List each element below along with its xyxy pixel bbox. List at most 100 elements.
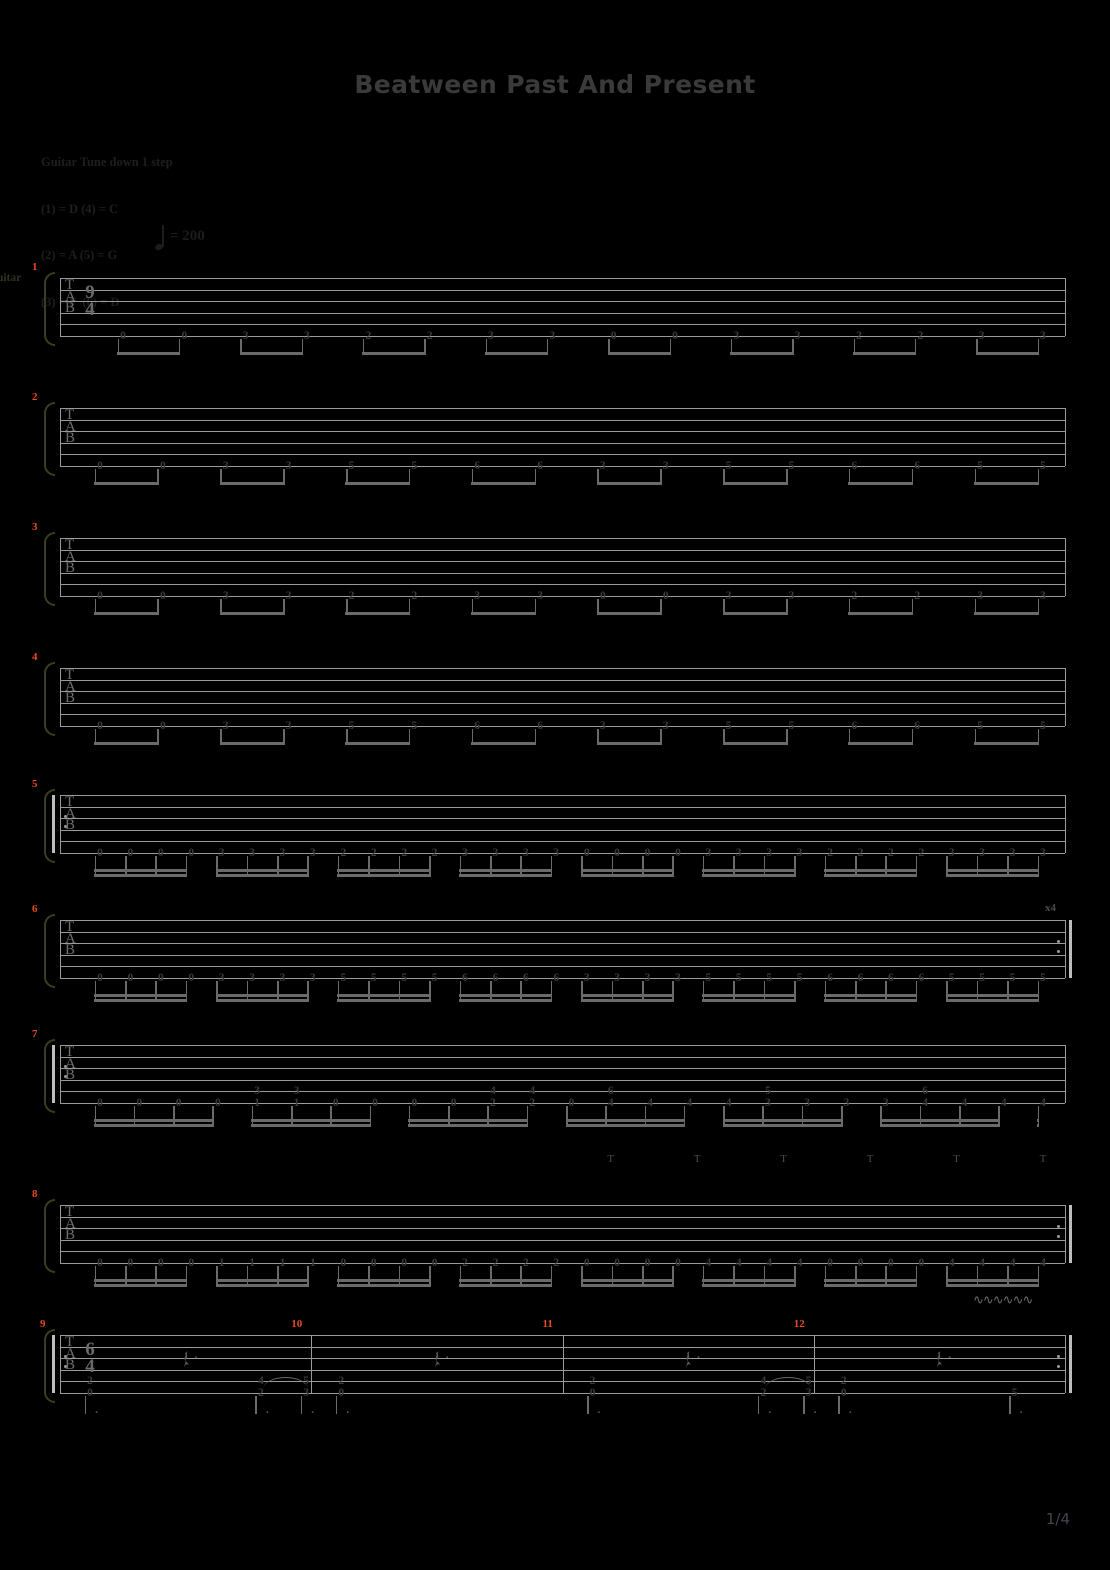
note-stem	[848, 468, 851, 485]
beam	[215, 1278, 309, 1282]
tab-note: 3	[285, 719, 292, 732]
note-stem	[1037, 728, 1040, 745]
beam	[459, 993, 553, 997]
note-stem	[1037, 598, 1040, 615]
note-stem	[157, 468, 159, 485]
tab-note: 3	[1040, 329, 1046, 342]
note-stem	[723, 1105, 725, 1126]
note-stem	[550, 980, 553, 1001]
beam	[337, 993, 431, 997]
tab-note: 3	[310, 971, 316, 984]
tab-note: 0	[675, 846, 681, 859]
beam	[94, 1283, 188, 1287]
note-stem	[611, 1265, 614, 1286]
system-brace	[44, 789, 55, 863]
beam	[337, 1283, 431, 1287]
tab-note: 2	[426, 329, 433, 342]
note-stem	[459, 1265, 462, 1286]
note-stem	[307, 1265, 310, 1286]
tab-note: 1	[254, 1096, 261, 1109]
beam	[702, 998, 796, 1002]
note-stem	[597, 468, 600, 485]
barline-right	[1065, 668, 1066, 726]
measure-number: 7	[32, 1028, 38, 1040]
staff-line	[60, 1216, 1065, 1218]
duration-dot: ·	[812, 1404, 818, 1421]
beam	[722, 741, 788, 745]
note-stem	[94, 728, 97, 745]
note-stem	[786, 598, 788, 615]
beam	[722, 481, 788, 485]
beam	[337, 873, 431, 877]
note-stem	[220, 468, 222, 485]
tab-note: 2	[411, 589, 418, 602]
staff-line	[60, 1228, 1065, 1229]
note-stem	[841, 1105, 843, 1126]
tab-note: 5	[705, 971, 712, 984]
note-stem	[974, 468, 977, 485]
tab-note: 4	[705, 1256, 712, 1269]
note-stem	[489, 980, 492, 1001]
tab-note: 0	[583, 1256, 590, 1269]
note-stem	[915, 980, 918, 1001]
note-stem	[730, 338, 733, 355]
beam	[730, 351, 794, 355]
system-1: Guitar TAB 94 1 0 0 3 3 2 2 3 3 0 0 3 3 2 2 3 3	[0, 261, 1110, 398]
tab-note: 3	[293, 1085, 300, 1097]
note-stem	[1037, 1105, 1040, 1126]
note-stem	[723, 468, 725, 485]
quarter-rest	[432, 1349, 444, 1371]
rest-dot: ·	[696, 1349, 701, 1366]
beam	[945, 873, 1039, 877]
note-stem	[368, 855, 370, 876]
tab-note: 2	[914, 589, 921, 602]
beam	[408, 1118, 529, 1122]
system-brace	[44, 532, 55, 606]
tab-note: 6	[474, 459, 481, 472]
tab-note: 0	[589, 1386, 596, 1399]
staff-line	[60, 931, 1065, 933]
note-stem	[757, 1395, 760, 1414]
tab-note: 2	[490, 1096, 496, 1109]
note-stem	[251, 1105, 254, 1126]
barline-right	[1065, 408, 1066, 466]
staff-line	[60, 549, 1065, 551]
note-stem	[124, 855, 127, 876]
tab-note: 0	[340, 1256, 347, 1269]
tab-note: 3	[662, 459, 669, 472]
note-stem	[723, 598, 725, 615]
rest-dot: ·	[947, 1349, 953, 1366]
tab-note: 4	[961, 1096, 968, 1109]
tab-note: 4	[766, 1256, 773, 1269]
beam	[974, 741, 1039, 745]
tab-note: 0	[840, 1386, 847, 1399]
note-stem	[672, 855, 675, 876]
tab-note: 3	[766, 846, 773, 859]
beam	[824, 868, 918, 872]
tab-note: 6	[607, 1085, 614, 1097]
staff-line	[60, 966, 1065, 967]
tab-note: 0	[411, 1096, 418, 1109]
tab-note: 3	[285, 459, 292, 472]
tab-note: 3	[1040, 846, 1046, 859]
tab-note: 0	[338, 1386, 345, 1399]
note-stem	[1037, 338, 1040, 355]
tab-note: 3	[583, 971, 590, 984]
beam	[215, 1283, 309, 1287]
note-stem	[429, 1265, 431, 1286]
note-stem	[277, 980, 279, 1001]
note-stem	[240, 338, 242, 355]
measure-number: 10	[291, 1318, 303, 1330]
staff-line	[60, 943, 1065, 944]
tempo-marking: = 200	[154, 224, 205, 252]
note-stem	[185, 855, 188, 876]
note-stem	[290, 1105, 293, 1126]
system-brace	[44, 1039, 55, 1113]
tab-note: 0	[97, 971, 103, 984]
staff-line	[60, 465, 1065, 467]
beam	[337, 1278, 431, 1282]
beam	[975, 351, 1039, 355]
note-stem	[1007, 980, 1009, 1001]
